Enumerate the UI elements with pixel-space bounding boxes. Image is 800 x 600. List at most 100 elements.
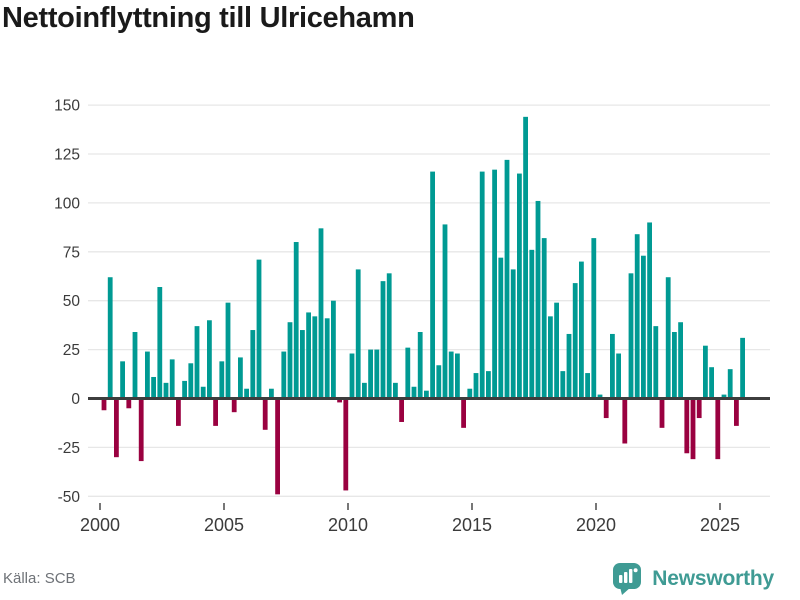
bar-2018Q3 xyxy=(560,371,566,399)
y-tick-label-25: 25 xyxy=(63,342,80,359)
bar-2020Q3 xyxy=(610,333,615,399)
bar-2014Q2 xyxy=(455,353,460,399)
bar-2019Q2 xyxy=(579,261,584,399)
bar-2008Q2 xyxy=(306,312,311,399)
bar-2003Q2 xyxy=(182,380,187,399)
bar-2005Q1 xyxy=(225,302,231,399)
bar-2023Q3 xyxy=(684,398,690,454)
bar-2007Q1 xyxy=(275,398,280,495)
x-tick-label-2025: 2025 xyxy=(700,515,740,535)
page-title: Nettoinflyttning till Ulricehamn xyxy=(2,2,415,34)
y-tick-label--25: -25 xyxy=(58,440,80,457)
bar-2006Q2 xyxy=(256,259,262,399)
bar-2020Q1 xyxy=(597,394,603,399)
bar-2010Q1 xyxy=(349,353,355,399)
bar-2006Q3 xyxy=(262,398,268,430)
bar-2001Q3 xyxy=(138,398,144,462)
bar-2023Q1 xyxy=(672,332,677,399)
bar-2006Q4 xyxy=(269,388,274,399)
bar-2003Q4 xyxy=(194,326,200,399)
bar-2024Q4 xyxy=(715,398,721,460)
bar-2011Q4 xyxy=(393,382,398,399)
bar-2013Q2 xyxy=(430,171,435,399)
bar-2011Q2 xyxy=(380,281,386,399)
y-tick-label-100: 100 xyxy=(54,195,80,212)
bar-2018Q4 xyxy=(566,333,572,399)
bar-2015Q1 xyxy=(473,373,479,399)
bar-2021Q1 xyxy=(622,398,628,444)
bar-2019Q4 xyxy=(591,238,597,399)
bar-2015Q2 xyxy=(479,171,485,399)
bar-2016Q1 xyxy=(498,257,504,399)
bar-2012Q3 xyxy=(411,386,417,399)
bar-2009Q1 xyxy=(324,318,330,399)
bar-2017Q4 xyxy=(541,238,547,399)
bar-2002Q1 xyxy=(151,376,156,399)
bar-2007Q3 xyxy=(287,322,293,399)
bar-2000Q1 xyxy=(101,398,107,411)
bar-2001Q2 xyxy=(132,332,138,399)
bar-2010Q4 xyxy=(368,349,373,399)
bar-2017Q3 xyxy=(535,200,541,399)
y-tick-label-75: 75 xyxy=(63,244,80,261)
bar-2011Q3 xyxy=(386,273,392,399)
bar-2008Q1 xyxy=(300,330,305,399)
bar-2018Q1 xyxy=(548,316,553,399)
bar-2025Q4 xyxy=(740,337,745,399)
y-tick-label-50: 50 xyxy=(63,293,81,310)
bar-2009Q2 xyxy=(331,300,336,399)
bar-2015Q3 xyxy=(486,371,491,399)
bar-2023Q4 xyxy=(690,398,696,460)
bar-2008Q4 xyxy=(318,228,324,399)
bar-2003Q3 xyxy=(188,363,194,399)
x-axis-zero-line xyxy=(88,397,770,400)
bar-2015Q4 xyxy=(492,169,497,399)
bar-2020Q2 xyxy=(603,398,609,419)
bar-2022Q2 xyxy=(653,326,659,399)
bar-2025Q1 xyxy=(721,394,727,399)
bar-2025Q2 xyxy=(727,369,733,399)
x-tick-label-2000: 2000 xyxy=(80,515,120,535)
bar-2006Q1 xyxy=(250,330,256,399)
bar-2010Q3 xyxy=(362,382,367,399)
bar-2011Q1 xyxy=(374,349,380,399)
newsworthy-logo: Newsworthy xyxy=(611,561,774,596)
bar-2012Q4 xyxy=(417,332,423,399)
bar-2023Q2 xyxy=(678,322,683,399)
bar-2001Q1 xyxy=(126,398,132,409)
bar-2022Q4 xyxy=(665,277,671,399)
bar-2007Q2 xyxy=(281,351,287,399)
bar-2016Q4 xyxy=(517,173,522,399)
y-tick-label-125: 125 xyxy=(54,147,80,164)
bar-2007Q4 xyxy=(293,242,299,399)
bar-2022Q1 xyxy=(647,222,652,399)
bar-2018Q2 xyxy=(554,302,559,399)
bar-2010Q2 xyxy=(355,269,361,399)
bar-2024Q3 xyxy=(709,367,714,399)
x-tick-label-2005: 2005 xyxy=(204,515,244,535)
bar-2012Q1 xyxy=(399,398,404,422)
y-tick-label-0: 0 xyxy=(71,391,80,408)
bar-2013Q4 xyxy=(442,224,448,399)
bar-2004Q2 xyxy=(207,320,212,399)
bar-2021Q4 xyxy=(641,255,646,399)
bar-2013Q3 xyxy=(436,365,442,399)
bar-2019Q1 xyxy=(572,283,578,399)
bar-2002Q2 xyxy=(157,287,163,399)
bar-2022Q3 xyxy=(659,398,665,428)
newsworthy-pin-barchart-icon xyxy=(613,563,642,595)
bar-2009Q3 xyxy=(337,398,342,403)
bar-2000Q3 xyxy=(114,398,119,458)
bar-2024Q1 xyxy=(696,398,702,419)
y-tick-label-150: 150 xyxy=(54,98,80,115)
bar-2024Q2 xyxy=(703,345,708,399)
bar-2017Q2 xyxy=(529,249,535,399)
bar-2016Q2 xyxy=(504,159,510,399)
source-note: Källa: SCB xyxy=(3,570,76,587)
logo-wordmark: Newsworthy xyxy=(652,566,774,590)
bar-2004Q3 xyxy=(213,398,218,426)
bar-2012Q2 xyxy=(405,347,411,399)
bar-2021Q3 xyxy=(634,234,640,399)
bar-2001Q4 xyxy=(145,351,150,399)
bar-2016Q3 xyxy=(510,269,516,399)
